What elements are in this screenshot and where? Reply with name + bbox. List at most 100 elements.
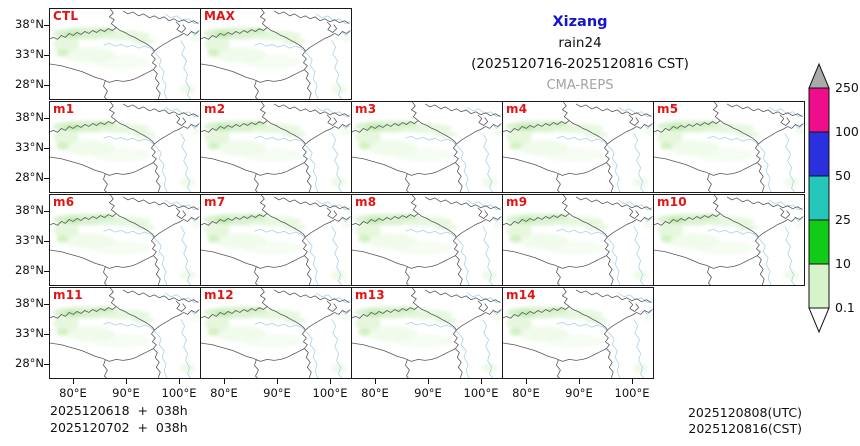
x-axis-tick-mark — [375, 379, 376, 384]
x-axis-tick-mark — [73, 379, 74, 384]
colorbar-tick-label: 50 — [835, 168, 851, 183]
y-axis-tick-label: 33°N — [15, 326, 44, 340]
x-axis-tick-label: 90°E — [263, 386, 291, 400]
y-axis-tick-label: 33°N — [15, 140, 44, 154]
y-axis-tick-label: 28°N — [15, 77, 44, 91]
x-axis-tick-mark — [330, 379, 331, 384]
y-axis-tick-label: 38°N — [15, 203, 44, 217]
map-panel-m3: m3 — [351, 101, 503, 193]
y-axis-tick-label: 38°N — [15, 110, 44, 124]
y-axis-tick-mark — [44, 364, 49, 365]
map-panel-m9: m9 — [502, 194, 654, 286]
colorbar-tick-label: 10 — [835, 256, 851, 271]
map-panel-m10: m10 — [653, 194, 805, 286]
colorbar-tick-label: 250 — [835, 80, 859, 95]
panel-label: m13 — [355, 288, 385, 302]
y-axis-tick-label: 33°N — [15, 233, 44, 247]
colorbar-tick-label: 25 — [835, 212, 851, 227]
panel-label: m7 — [204, 195, 226, 209]
x-axis-tick-label: 90°E — [112, 386, 140, 400]
model-title: CMA-REPS — [546, 78, 614, 93]
y-axis-tick-mark — [44, 25, 49, 26]
panel-label: m3 — [355, 102, 377, 116]
init-time-line2: 2025120702 + 038h — [50, 419, 188, 435]
map-panel-max: MAX — [200, 8, 352, 100]
y-axis-tick-mark — [44, 55, 49, 56]
colorbar-tick-label: 0.1 — [835, 300, 855, 315]
panel-label: m8 — [355, 195, 377, 209]
panel-label: m1 — [53, 102, 75, 116]
map-panel-m2: m2 — [200, 101, 352, 193]
map-panel-m8: m8 — [351, 194, 503, 286]
panel-label: CTL — [53, 9, 79, 23]
y-axis-tick-label: 38°N — [15, 17, 44, 31]
y-axis-tick-label: 28°N — [15, 263, 44, 277]
title-block: Xizang rain24 (2025120716-2025120816 CST… — [351, 12, 809, 96]
y-axis-tick-mark — [44, 271, 49, 272]
y-axis-tick-label: 28°N — [15, 356, 44, 370]
init-time-lines: 2025120618 + 038h 2025120702 + 038h — [50, 403, 188, 436]
map-panel-m5: m5 — [653, 101, 805, 193]
map-panel-m7: m7 — [200, 194, 352, 286]
map-panel-ctl: CTL — [49, 8, 201, 100]
x-axis-tick-mark — [224, 379, 225, 384]
x-axis-tick-label: 80°E — [361, 386, 389, 400]
panel-label: MAX — [204, 9, 236, 23]
y-axis-tick-mark — [44, 148, 49, 149]
panel-label: m11 — [53, 288, 83, 302]
panel-label: m2 — [204, 102, 226, 116]
panel-label: m12 — [204, 288, 234, 302]
colorbar — [808, 62, 830, 334]
map-panel-m13: m13 — [351, 287, 503, 379]
x-axis-tick-label: 80°E — [512, 386, 540, 400]
y-axis-tick-mark — [44, 241, 49, 242]
colorbar-segment — [808, 219, 830, 265]
panel-label: m14 — [506, 288, 536, 302]
map-panel-m4: m4 — [502, 101, 654, 193]
x-axis-tick-mark — [126, 379, 127, 384]
y-axis-tick-mark — [44, 334, 49, 335]
colorbar-segment — [808, 87, 830, 133]
map-panel-m12: m12 — [200, 287, 352, 379]
valid-time-utc: 2025120808(UTC) — [687, 405, 802, 420]
valid-time-cst: 2025120816(CST) — [688, 421, 802, 436]
y-axis-tick-label: 33°N — [15, 47, 44, 61]
map-panel-m1: m1 — [49, 101, 201, 193]
region-title: Xizang — [552, 14, 608, 30]
x-axis-tick-label: 90°E — [565, 386, 593, 400]
valid-time-lines: 2025120808(UTC) 2025120816(CST) — [602, 405, 802, 437]
y-axis-tick-label: 28°N — [15, 170, 44, 184]
y-axis-tick-mark — [44, 304, 49, 305]
y-axis-tick-label: 38°N — [15, 296, 44, 310]
x-axis-tick-mark — [579, 379, 580, 384]
x-axis-tick-label: 80°E — [210, 386, 238, 400]
period-title: (2025120716-2025120816 CST) — [471, 56, 689, 72]
map-panel-m6: m6 — [49, 194, 201, 286]
product-title: rain24 — [558, 35, 602, 51]
panel-label: m9 — [506, 195, 528, 209]
x-axis-tick-label: 100°E — [161, 386, 197, 400]
map-panel-m14: m14 — [502, 287, 654, 379]
y-axis-tick-mark — [44, 178, 49, 179]
y-axis-tick-mark — [44, 118, 49, 119]
colorbar-down-arrow-icon — [808, 307, 830, 334]
x-axis-tick-label: 80°E — [59, 386, 87, 400]
x-axis-tick-mark — [277, 379, 278, 384]
init-time-line1: 2025120618 + 038h — [50, 403, 188, 418]
x-axis-tick-mark — [428, 379, 429, 384]
y-axis-tick-mark — [44, 85, 49, 86]
x-axis-tick-mark — [179, 379, 180, 384]
panel-label: m4 — [506, 102, 528, 116]
x-axis-tick-label: 100°E — [614, 386, 650, 400]
x-axis-tick-label: 90°E — [414, 386, 442, 400]
panel-label: m6 — [53, 195, 75, 209]
colorbar-tick-label: 100 — [835, 124, 859, 139]
panel-label: m5 — [657, 102, 679, 116]
x-axis-tick-mark — [481, 379, 482, 384]
x-axis-tick-label: 100°E — [463, 386, 499, 400]
colorbar-up-arrow-icon — [808, 62, 830, 89]
y-axis-tick-mark — [44, 211, 49, 212]
colorbar-segment — [808, 131, 830, 177]
x-axis-tick-mark — [632, 379, 633, 384]
